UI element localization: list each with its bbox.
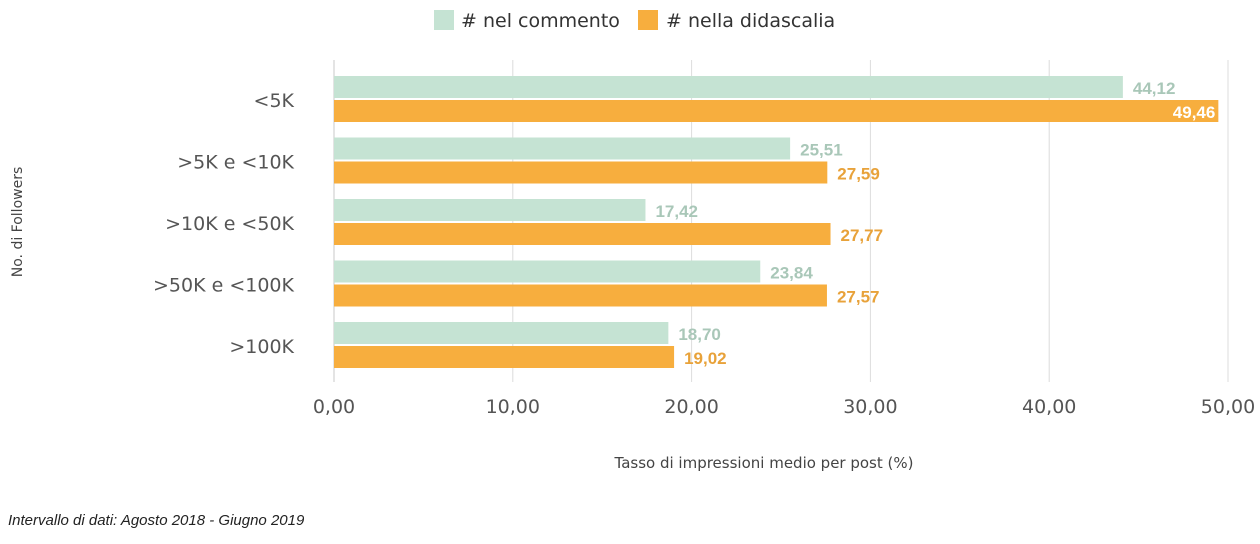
x-tick-label: 20,00 (664, 396, 718, 418)
bar (334, 137, 791, 160)
bars: 44,12 49,46 25,51 27,59 17,42 27,77 23,84 27,57… (334, 76, 1219, 368)
legend-label: # nel commento (461, 10, 620, 32)
x-axis-title: Tasso di impressioni medio per post (%) (614, 454, 914, 472)
category-label: >5K e <10K (177, 152, 294, 174)
x-tick-label: 30,00 (843, 396, 897, 418)
x-tick-label: 40,00 (1022, 396, 1076, 418)
data-label: 49,46 (1173, 103, 1216, 122)
bar (334, 346, 675, 368)
data-label: 19,02 (684, 349, 727, 368)
data-label: 27,57 (837, 288, 880, 307)
bar (334, 260, 761, 283)
data-label: 27,59 (837, 165, 880, 184)
footnote: Intervallo di dati: Agosto 2018 - Giugno… (8, 512, 305, 529)
data-label: 23,84 (770, 264, 813, 283)
x-tick-label: 50,00 (1201, 396, 1255, 418)
data-label: 17,42 (655, 202, 698, 221)
bar (334, 76, 1123, 98)
bar (334, 284, 827, 307)
x-tick-label: 0,00 (313, 396, 355, 418)
x-axis-ticks: 0,00 10,00 20,00 30,00 40,00 50,00 (313, 396, 1255, 418)
legend-label: # nella didascalia (666, 10, 835, 32)
category-labels: <5K >5K e <10K >10K e <50K >50K e <100K >100… (153, 90, 295, 358)
bar (334, 199, 646, 221)
legend: # nel commento # nella didascalia (434, 10, 835, 32)
category-label: >10K e <50K (165, 213, 294, 235)
data-label: 25,51 (800, 141, 843, 160)
bar (334, 223, 831, 245)
bar (334, 322, 669, 344)
legend-swatch (638, 10, 658, 30)
category-label: >100K (229, 336, 294, 358)
bar (334, 161, 828, 184)
category-label: >50K e <100K (153, 275, 295, 297)
legend-swatch (434, 10, 454, 30)
category-label: <5K (254, 90, 295, 112)
data-label: 18,70 (678, 325, 721, 344)
data-label: 27,77 (841, 226, 884, 245)
y-axis-title: No. di Followers (10, 167, 26, 278)
data-label: 44,12 (1133, 79, 1176, 98)
x-tick-label: 10,00 (486, 396, 540, 418)
bar (334, 100, 1219, 122)
